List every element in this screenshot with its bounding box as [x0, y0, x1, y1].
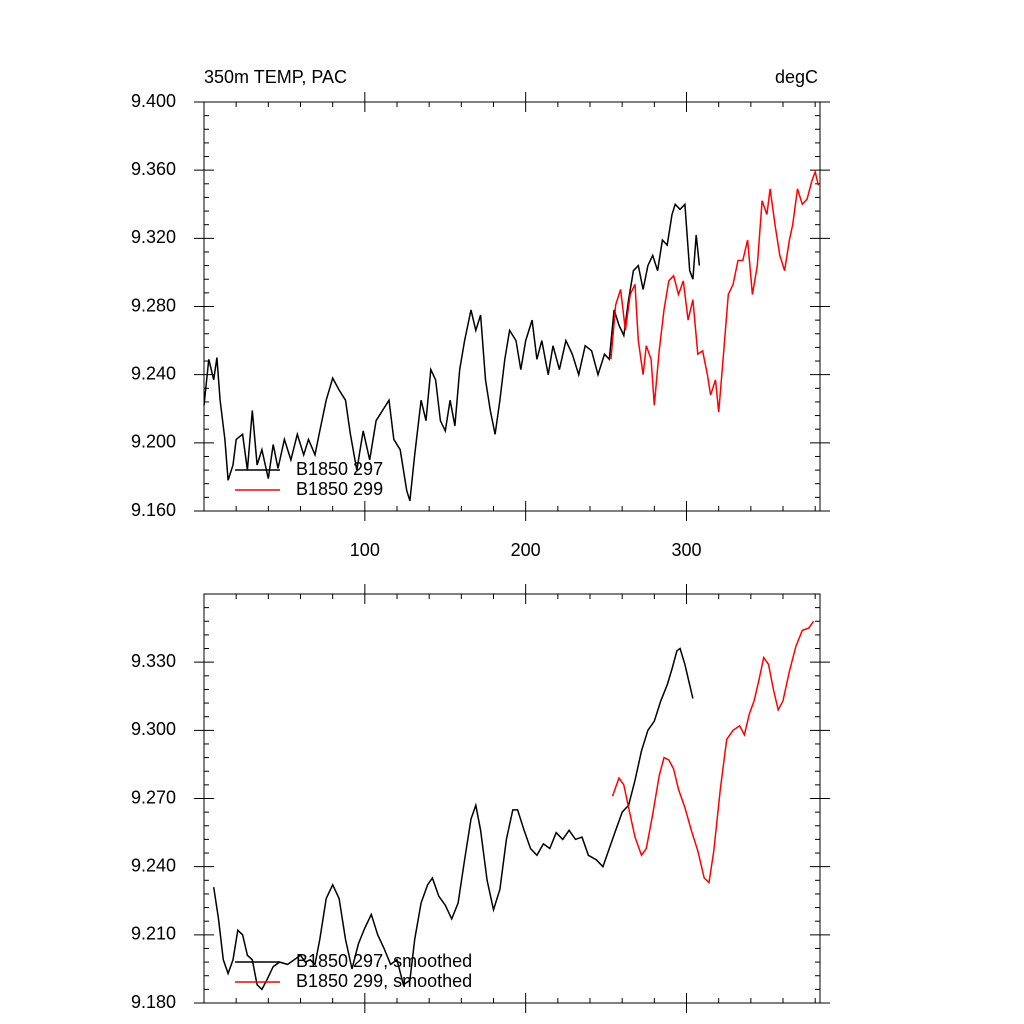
y-tick-label: 9.210: [131, 924, 176, 944]
chart-title: 350m TEMP, PAC: [204, 67, 347, 87]
y-tick-label: 9.180: [131, 992, 176, 1012]
series-line: [203, 202, 701, 502]
y-tick-label: 9.400: [131, 91, 176, 111]
series-line: [212, 647, 694, 991]
x-tick-label: 100: [350, 540, 380, 560]
series-line: [610, 169, 820, 413]
y-tick-label: 9.240: [131, 363, 176, 383]
x-tick-label: 300: [671, 540, 701, 560]
y-tick-label: 9.360: [131, 159, 176, 179]
legend-label: B1850 297, smoothed: [296, 951, 472, 971]
legend-label: B1850 299: [296, 479, 383, 499]
y-tick-label: 9.330: [131, 651, 176, 671]
y-tick-label: 9.280: [131, 295, 176, 315]
y-tick-label: 9.240: [131, 855, 176, 875]
x-tick-label: 200: [511, 540, 541, 560]
y-tick-label: 9.270: [131, 787, 176, 807]
legend-label: B1850 299, smoothed: [296, 971, 472, 991]
series-line: [611, 620, 815, 885]
y-tick-label: 9.300: [131, 719, 176, 739]
y-tick-label: 9.200: [131, 432, 176, 452]
plot-frame: [203, 593, 821, 1004]
legend-label: B1850 297: [296, 459, 383, 479]
y-tick-label: 9.160: [131, 500, 176, 520]
y-tick-label: 9.320: [131, 227, 176, 247]
units-label: degC: [775, 67, 818, 87]
